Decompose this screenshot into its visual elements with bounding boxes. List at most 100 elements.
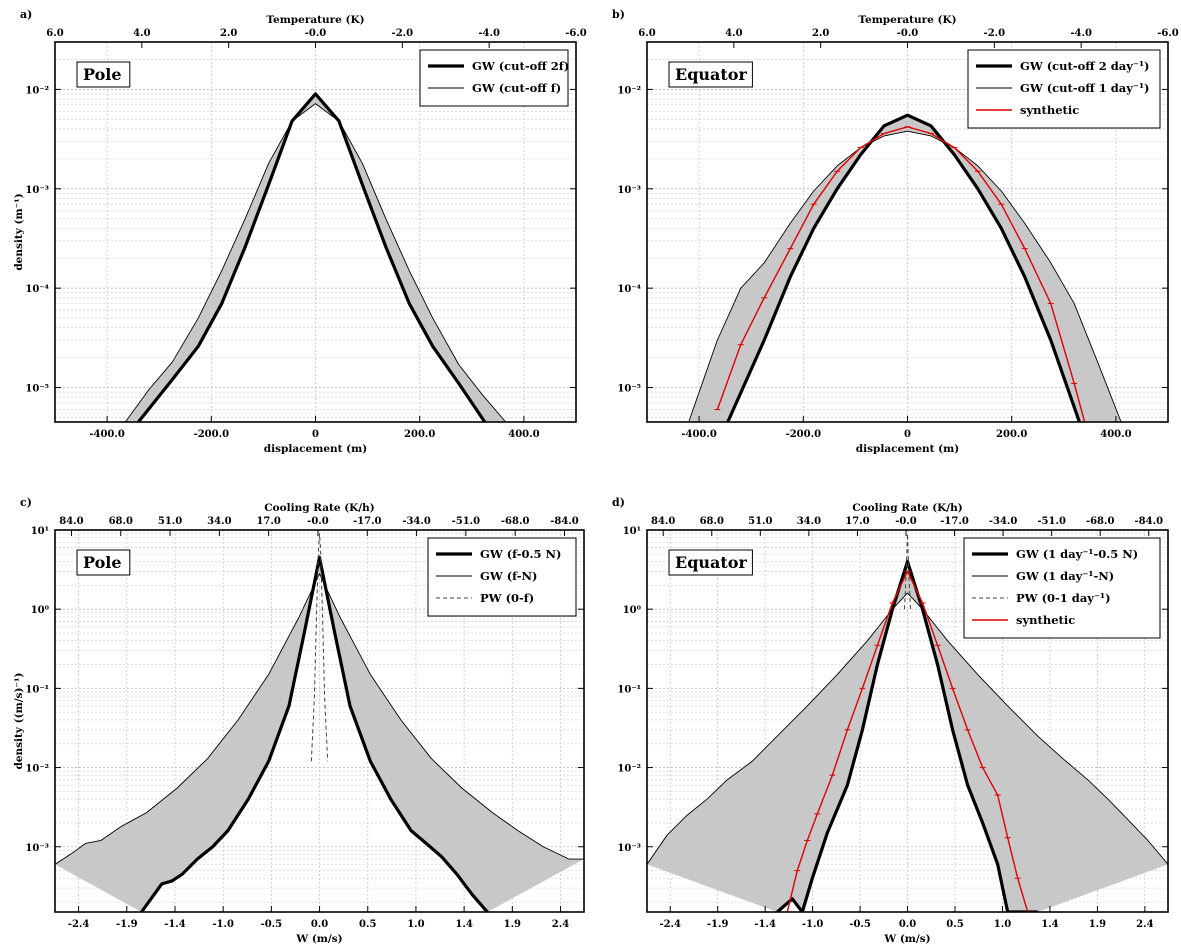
x-tick-label: 0: [312, 429, 319, 440]
top-x-tick-label: 2.0: [220, 28, 237, 39]
region-label: Pole: [83, 65, 122, 84]
series-1-line: [647, 592, 1168, 865]
plot-area: [688, 113, 1122, 422]
panel-2: 10⁻⁵ 10⁻⁴ 10⁻³ 10⁻² -400.0 -200.0 0 200.0 400.0 6…: [612, 8, 1179, 455]
y-tick-label: 10⁰: [623, 605, 642, 616]
top-x-tick-label: -34.0: [989, 516, 1018, 527]
top-x-tick-label: 68.0: [109, 516, 133, 527]
y-tick-label: 10⁻³: [25, 843, 49, 854]
legend-label-2: PW (0-f): [480, 591, 534, 605]
legend-frame: [427, 537, 577, 617]
region-label-frame: [76, 61, 131, 88]
x-tick-label: -1.0: [212, 919, 234, 930]
x-tick-label: 1.0: [994, 919, 1011, 930]
x-tick-label: 200.0: [996, 429, 1027, 440]
top-x-tick-label: -51.0: [1037, 516, 1066, 527]
top-x-tick-label: -2.0: [984, 28, 1006, 39]
top-x-tick-label: 51.0: [748, 516, 772, 527]
x-tick-label: 2.4: [1136, 919, 1153, 930]
top-x-tick-label: -0.0: [307, 516, 329, 527]
x-tick-label: -1.4: [164, 919, 186, 930]
plot-area: [55, 533, 584, 912]
region-label-box: Pole: [76, 549, 131, 576]
x-tick-label: -200.0: [786, 429, 822, 440]
y-axis-label: density (m⁻¹): [13, 193, 25, 270]
region-label: Equator: [675, 65, 747, 84]
series-1-line: [124, 103, 507, 422]
region-label-frame: [76, 549, 131, 576]
y-tick-label: 10⁻²: [617, 85, 641, 96]
legend-label-2: PW (0-1 day⁻¹): [1016, 591, 1111, 605]
x-tick-label: 1.4: [1041, 919, 1058, 930]
y-tick-label: 10⁻¹: [617, 684, 641, 695]
x-tick-label: 400.0: [508, 429, 539, 440]
x-axis-label: W (m/s): [883, 933, 930, 945]
top-x-tick-label: -4.0: [478, 28, 500, 39]
region-label: Pole: [83, 553, 122, 572]
region-label-box: Equator: [668, 61, 753, 88]
top-x-tick-label: -4.0: [1070, 28, 1092, 39]
y-tick-label: 10⁻⁴: [617, 284, 641, 295]
series-0-line: [726, 113, 1081, 422]
top-x-tick-label: 4.0: [133, 28, 150, 39]
top-x-tick-label: -17.0: [940, 516, 969, 527]
x-tick-label: -200.0: [194, 429, 230, 440]
y-tick-label: 10¹: [31, 526, 49, 537]
top-x-tick-label: 68.0: [700, 516, 724, 527]
x-tick-label: -2.4: [68, 919, 90, 930]
top-x-tick-label: 2.0: [812, 28, 829, 39]
y-tick-label: 10⁻²: [617, 764, 641, 775]
legend-label-1: GW (cut-off f): [472, 81, 561, 95]
x-axis-label: displacement (m): [856, 443, 959, 455]
plot-area: [647, 533, 1168, 912]
x-axis-label: displacement (m): [264, 443, 367, 455]
y-axis-label: density ((m/s)⁻¹): [13, 672, 25, 769]
y-tick-label: 10⁻³: [617, 185, 641, 196]
y-tick-label: 10⁻²: [25, 764, 49, 775]
legend: GW (f-0.5 N) GW (f-N) PW (0-f): [427, 537, 577, 617]
panel-4: 10⁻³ 10⁻² 10⁻¹ 10⁰ 10¹ -2.4 -1.9 -1.4 -1.0 -0.5 0.…: [612, 496, 1169, 945]
top-axis-label: Cooling Rate (K/h): [852, 502, 962, 514]
series-0-line: [776, 559, 1038, 912]
y-tick-label: 10⁻³: [617, 843, 641, 854]
legend-frame: [419, 49, 569, 107]
x-tick-label: -1.0: [802, 919, 824, 930]
panel-label: a): [20, 8, 32, 21]
top-x-tick-label: -6.0: [565, 28, 587, 39]
y-tick-label: 10⁻²: [25, 85, 49, 96]
top-x-tick-label: -0.0: [897, 28, 919, 39]
legend-label-0: GW (1 day⁻¹-0.5 N): [1016, 547, 1138, 561]
top-axis-label: Temperature (K): [266, 14, 364, 26]
series-1-line: [688, 130, 1122, 422]
shaded-band: [647, 561, 1168, 912]
top-x-tick-label: 34.0: [207, 516, 231, 527]
legend-frame: [967, 49, 1161, 129]
y-tick-label: 10⁻⁴: [25, 284, 49, 295]
top-x-tick-label: 6.0: [46, 28, 63, 39]
x-tick-label: 0.5: [359, 919, 376, 930]
region-label-box: Pole: [76, 61, 131, 88]
legend-label-3: synthetic: [1016, 613, 1075, 627]
x-tick-label: -400.0: [89, 429, 125, 440]
top-x-tick-label: -51.0: [452, 516, 481, 527]
top-x-tick-label: 4.0: [725, 28, 742, 39]
series-2-line: [310, 533, 329, 762]
top-x-tick-label: -34.0: [402, 516, 431, 527]
top-x-tick-label: 17.0: [845, 516, 869, 527]
x-tick-label: 1.9: [1089, 919, 1106, 930]
x-tick-label: 1.0: [407, 919, 424, 930]
top-x-tick-label: -6.0: [1157, 28, 1179, 39]
x-axis-label: W (m/s): [295, 933, 342, 945]
x-tick-label: 1.4: [455, 919, 472, 930]
top-x-tick-label: -17.0: [353, 516, 382, 527]
x-tick-label: -1.9: [707, 919, 729, 930]
top-x-tick-label: -68.0: [1086, 516, 1115, 527]
legend-label-0: GW (cut-off 2 day⁻¹): [1020, 59, 1149, 73]
panel-1: 10⁻⁵ 10⁻⁴ 10⁻³ 10⁻² -400.0 -200.0 0 200.0 400.0 6…: [13, 8, 587, 455]
y-tick-label: 10⁻⁵: [617, 384, 641, 395]
y-tick-label: 10⁻⁵: [25, 384, 49, 395]
legend-label-0: GW (cut-off 2f): [472, 59, 569, 73]
x-tick-label: -0.5: [261, 919, 283, 930]
top-x-tick-label: 17.0: [256, 516, 280, 527]
